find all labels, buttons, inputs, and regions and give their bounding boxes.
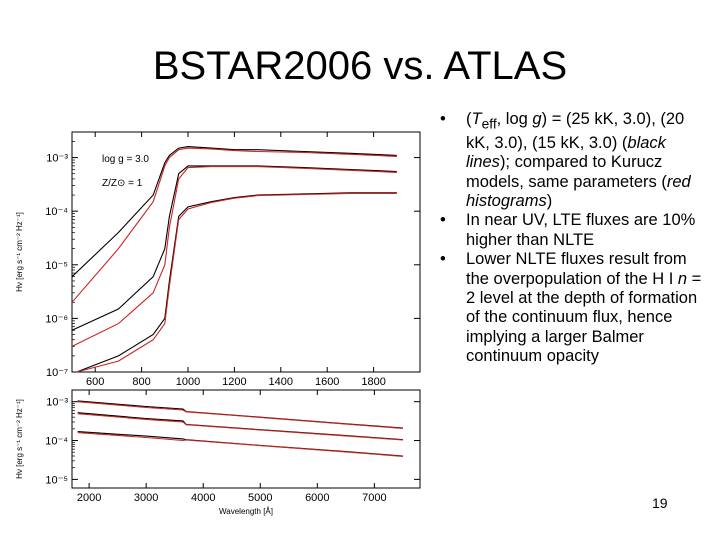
- bullet-item: • In near UV, LTE fluxes are 10% higher t…: [436, 211, 712, 250]
- slide-title: BSTAR2006 vs. ATLAS: [152, 44, 568, 88]
- spectrum-line-0-0: [71, 146, 397, 278]
- spectrum-line-0-3: [71, 166, 397, 347]
- plot-frame: [71, 131, 421, 373]
- bullet-text: (Teff, log g) = (25 kK, 3.0), (20 kK, 3.…: [466, 110, 691, 210]
- spectrum-plot: 600 800 1000 1200 1400 1600 1800 10⁻³ 10⁻⁴ 10⁻⁵ 10…: [15, 131, 421, 516]
- x-tick-label: 1400: [269, 376, 293, 388]
- y-tick-label: 10⁻³: [46, 397, 68, 409]
- y-tick-label: 10⁻⁷: [46, 367, 68, 379]
- y-axis-label: Hν [erg s⁻¹ cm⁻² Hz⁻¹]: [15, 399, 24, 479]
- bullet-item: • (Teff, log g) = (25 kK, 3.0), (20 kK, 3…: [436, 110, 712, 211]
- x-tick-label: 5000: [248, 492, 272, 504]
- y-tick-label: 10⁻⁵: [45, 474, 68, 486]
- y-tick-label: 10⁻⁴: [45, 206, 68, 218]
- bullet-marker: •: [440, 110, 446, 128]
- spectrum-line-0-1: [71, 147, 397, 303]
- plot-annotation: log g = 3.0: [102, 154, 149, 165]
- bullet-item: • Lower NLTE fluxes result from the overp…: [436, 250, 712, 366]
- y-tick-label: 10⁻⁵: [45, 260, 68, 272]
- x-tick-label: 1200: [222, 376, 246, 388]
- bullet-text: In near UV, LTE fluxes are 10% higher th…: [466, 211, 696, 249]
- slide-number: 19: [652, 495, 668, 511]
- spectrum-line-1-0: [77, 400, 403, 429]
- spectrum-line-0-5: [76, 192, 397, 373]
- y-axis-label: Hν [erg s⁻¹ cm⁻² Hz⁻¹]: [15, 212, 24, 292]
- bullet-marker: •: [440, 250, 446, 269]
- x-tick-label: 800: [132, 376, 150, 388]
- x-axis-label: Wavelength [Å]: [219, 507, 273, 516]
- y-tick-label: 10⁻⁶: [45, 313, 68, 325]
- x-tick-label: 4000: [191, 492, 215, 504]
- bullet-text: Lower NLTE fluxes result from the overpo…: [466, 250, 702, 366]
- x-tick-label: 600: [86, 376, 104, 388]
- x-tick-label: 3000: [134, 492, 158, 504]
- x-tick-label: 7000: [362, 492, 386, 504]
- x-tick-label: 2000: [77, 492, 101, 504]
- spectrum-line-1-3: [77, 413, 403, 441]
- y-tick-label: 10⁻³: [46, 153, 68, 165]
- plot-annotation: Z/Z⊙ = 1: [102, 178, 143, 189]
- x-tick-label: 1800: [361, 376, 385, 388]
- bullet-marker: •: [440, 211, 446, 230]
- y-tick-label: 10⁻⁴: [45, 436, 68, 448]
- x-tick-label: 6000: [305, 492, 329, 504]
- x-tick-label: 1000: [176, 376, 200, 388]
- spectrum-line-1-5: [77, 432, 403, 457]
- x-tick-label: 1600: [315, 376, 339, 388]
- spectrum-line-0-4: [76, 192, 397, 373]
- bullet-list: • (Teff, log g) = (25 kK, 3.0), (20 kK, 3…: [436, 110, 712, 367]
- spectrum-line-1-1: [77, 401, 403, 429]
- spectrum-line-0-2: [71, 165, 397, 331]
- spectrum-figure: 600 800 1000 1200 1400 1600 1800 10⁻³ 10⁻⁴ 10⁻⁵ 10…: [12, 128, 430, 520]
- plot-frame: [71, 389, 421, 489]
